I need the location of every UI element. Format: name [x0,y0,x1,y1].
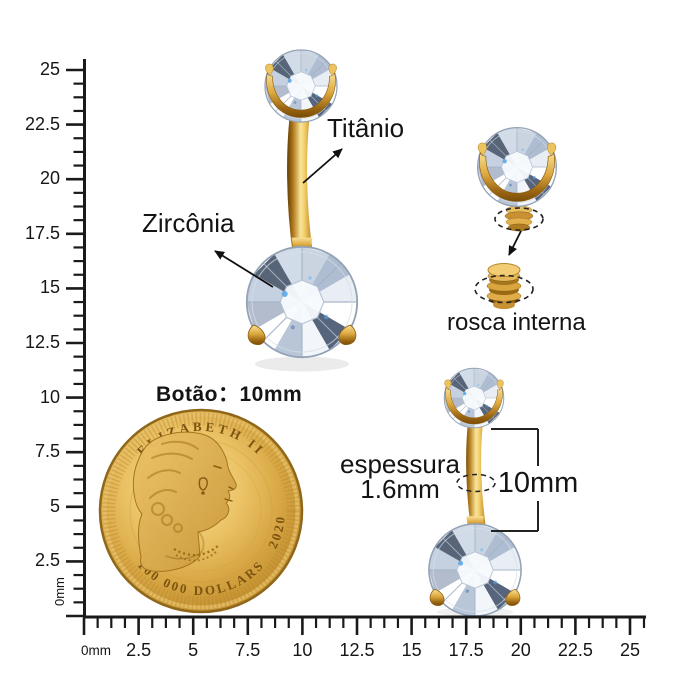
h-ruler-label: 2.5 [126,640,152,660]
v-ruler-label: 15 [39,277,60,298]
coin-portrait [132,431,237,572]
v-ruler-label: 5 [49,495,60,516]
v-ruler-label: 7.5 [34,441,60,462]
h-ruler-label: 22.5 [557,640,593,660]
titanium-label: Titânio [327,113,405,143]
v-ruler-label: 22.5 [24,113,60,134]
v-ruler-label: 12.5 [24,332,60,352]
thread-arrow [508,230,522,256]
v-ruler-label: 2.5 [34,550,60,571]
thread-dashed-circle [494,207,544,231]
h-ruler-label: 0mm [81,643,111,658]
v-ruler-label: 17.5 [24,222,60,243]
thickness-label-line1: espessura [340,449,460,479]
thickness-label-line2: 1.6mm [360,474,440,504]
thickness-dashed-circle [456,473,496,493]
bar-length-label: 10mm [497,466,579,501]
h-ruler-label: 25 [619,640,641,660]
h-ruler-label: 17.5 [448,640,484,660]
threaded-post [504,205,534,232]
zirconia-arrow [214,250,274,288]
vertical-ruler [66,59,86,619]
titanium-arrow [302,148,343,184]
button-size-label: Botão：10mm [156,383,303,406]
v-ruler-label: 20 [39,168,60,189]
horizontal-ruler [82,615,646,635]
screw-dashed-circle [474,274,534,304]
h-ruler-label: 12.5 [339,640,375,660]
internal-thread-label: rosca interna [447,309,586,336]
h-ruler-label: 7.5 [235,640,261,660]
main-barbell [245,49,359,359]
screw-part [486,263,522,309]
screw-top-piece [474,126,558,309]
main-gem-shadow [255,356,349,372]
thickness-label: espessura 1.6mm [330,449,470,504]
h-ruler-label: 20 [510,640,531,660]
zirconia-label: Zircônia [142,208,235,238]
v-ruler-label: 25 [39,59,60,79]
h-ruler-label: 15 [401,640,422,660]
h-ruler-label: 5 [188,640,199,660]
barbell-bar [287,95,313,265]
h-ruler-label: 10 [292,640,313,660]
measured-barbell [428,367,539,617]
v-ruler-label: 10 [39,386,60,407]
v-ruler-zero-label: 0mm [52,577,67,606]
